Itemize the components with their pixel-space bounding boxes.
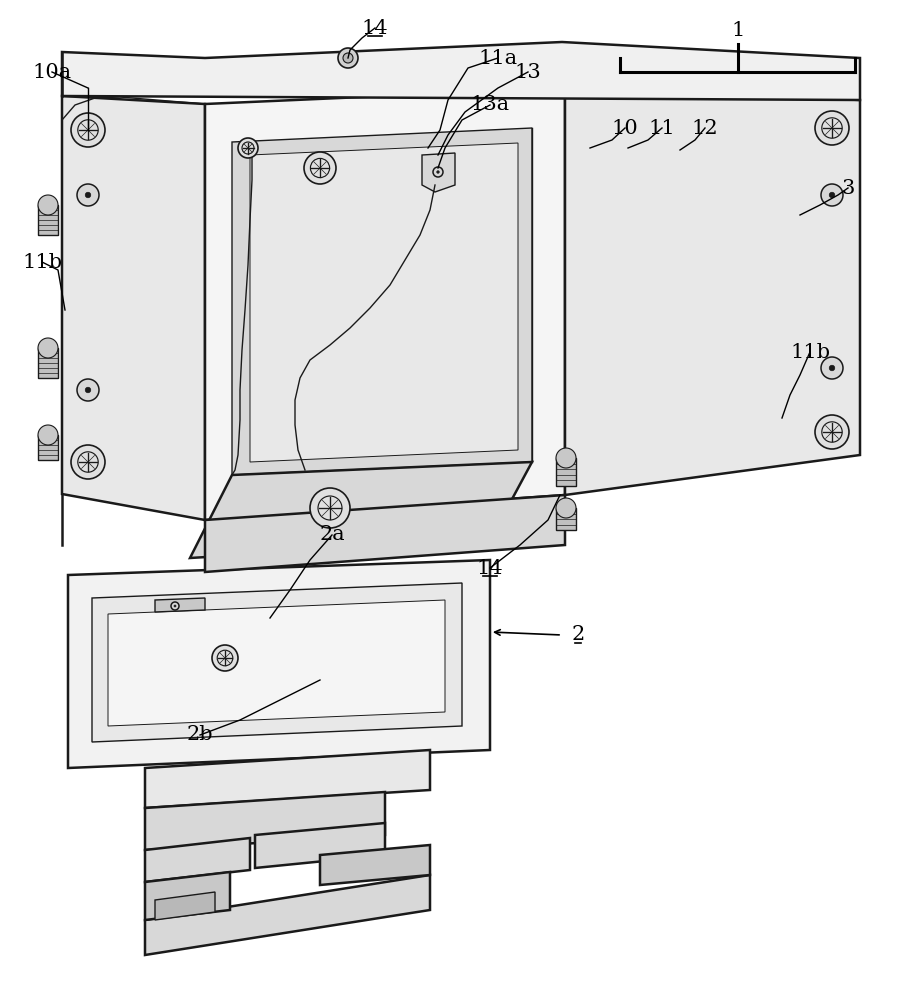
Text: 11b: 11b [22, 252, 62, 271]
Polygon shape [155, 598, 205, 612]
Circle shape [821, 357, 843, 379]
Circle shape [71, 113, 105, 147]
Circle shape [433, 167, 443, 177]
Polygon shape [190, 462, 532, 558]
Circle shape [238, 138, 258, 158]
Bar [38, 435, 58, 460]
Circle shape [77, 379, 99, 401]
Polygon shape [255, 823, 385, 868]
Circle shape [310, 488, 350, 528]
Polygon shape [68, 560, 490, 768]
Circle shape [815, 111, 849, 145]
Polygon shape [320, 845, 430, 885]
Circle shape [85, 387, 91, 393]
Bar [38, 348, 58, 378]
Circle shape [38, 338, 58, 358]
Bar [556, 508, 576, 530]
Text: 14: 14 [477, 558, 503, 578]
Circle shape [338, 48, 358, 68]
Text: 10: 10 [612, 118, 638, 137]
Polygon shape [232, 128, 532, 475]
Polygon shape [155, 892, 215, 920]
Circle shape [38, 425, 58, 445]
Circle shape [38, 195, 58, 215]
Text: 11: 11 [648, 118, 675, 137]
Polygon shape [145, 792, 385, 850]
Bar [38, 205, 58, 235]
Text: 13: 13 [515, 62, 541, 82]
Text: 3: 3 [841, 178, 855, 198]
Polygon shape [145, 875, 430, 955]
Polygon shape [108, 600, 445, 726]
Polygon shape [205, 495, 565, 572]
Polygon shape [205, 88, 565, 520]
Polygon shape [565, 88, 860, 495]
Circle shape [304, 152, 336, 184]
Circle shape [821, 184, 843, 206]
Circle shape [556, 448, 576, 468]
Polygon shape [145, 750, 430, 808]
Text: 11a: 11a [479, 48, 517, 68]
Polygon shape [250, 143, 518, 462]
Polygon shape [92, 583, 462, 742]
Circle shape [815, 415, 849, 449]
Circle shape [77, 184, 99, 206]
Polygon shape [422, 153, 455, 192]
Polygon shape [145, 838, 250, 882]
Circle shape [829, 365, 835, 371]
Text: 11b: 11b [790, 342, 830, 361]
Circle shape [171, 602, 179, 610]
Circle shape [829, 192, 835, 198]
Text: 13a: 13a [471, 96, 509, 114]
Circle shape [343, 53, 353, 63]
Text: 12: 12 [691, 118, 718, 137]
Circle shape [436, 171, 439, 173]
Text: 2a: 2a [319, 526, 345, 544]
Text: 10a: 10a [32, 62, 72, 82]
Text: 2: 2 [571, 626, 585, 645]
Circle shape [71, 445, 105, 479]
Polygon shape [145, 872, 230, 920]
Text: 14: 14 [362, 18, 388, 37]
Circle shape [85, 192, 91, 198]
Circle shape [212, 645, 238, 671]
Circle shape [556, 498, 576, 518]
Text: 2b: 2b [187, 726, 213, 744]
Bar [556, 458, 576, 486]
Polygon shape [62, 96, 205, 520]
Circle shape [174, 605, 176, 607]
Polygon shape [62, 42, 860, 100]
Text: 1: 1 [731, 20, 744, 39]
